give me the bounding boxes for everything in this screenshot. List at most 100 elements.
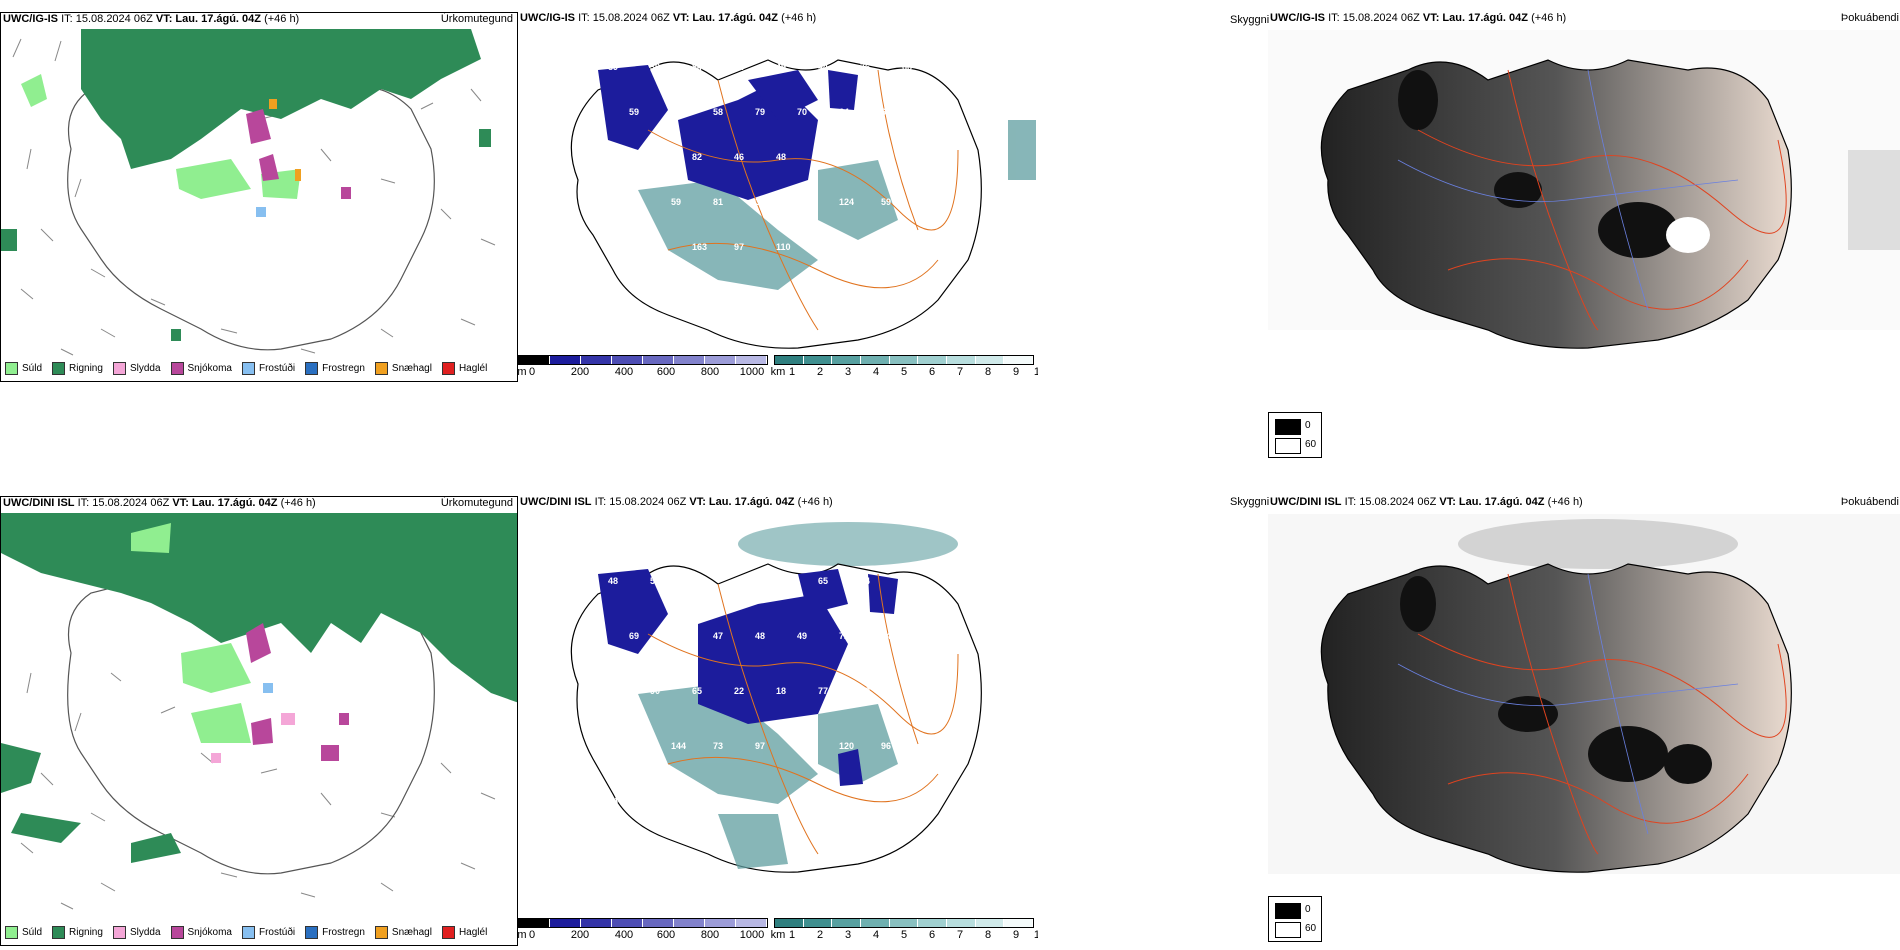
ceiling-value-label: 152 xyxy=(734,576,749,586)
fog-swatch-low xyxy=(1275,438,1301,454)
panel-title: UWC/IG-IS IT: 15.08.2024 06Z VT: Lau. 17… xyxy=(520,12,817,24)
legend-item: Frostregn xyxy=(305,362,365,375)
fog-index-panel-top: UWC/IG-IS IT: 15.08.2024 06Z VT: Lau. 17… xyxy=(1268,12,1900,382)
tick-label: 9 xyxy=(1012,366,1020,378)
ceiling-value-label: 129 xyxy=(797,197,812,207)
visibility-label: Skyggni xyxy=(1230,14,1270,26)
precip-legend: Súld Rigning Slydda Snjókoma Frostúði Fr… xyxy=(5,362,487,375)
ceiling-value-label: 59 xyxy=(776,576,786,586)
visibility-colorbar: km 1 2 3 4 5 6 7 8 9 10 xyxy=(770,355,1038,379)
tick-label: 2 xyxy=(816,366,824,378)
tick-label: 4 xyxy=(872,366,880,378)
ceiling-unit: m xyxy=(518,366,527,378)
ceiling-value-label: 79 xyxy=(755,107,765,117)
tick-label: 7 xyxy=(956,929,964,941)
tick-label: 10 xyxy=(1033,366,1038,378)
visibility-unit: km xyxy=(770,929,786,941)
ceiling-value-label: 55 xyxy=(923,197,933,207)
ceiling-visibility-panel-bottom: UWC/DINI ISL IT: 15.08.2024 06Z VT: Lau.… xyxy=(518,496,1038,946)
tick-label: 1 xyxy=(788,929,796,941)
panel-title: UWC/DINI ISL IT: 15.08.2024 06Z VT: Lau.… xyxy=(1270,496,1583,508)
ceiling-value-label: 73 xyxy=(713,741,723,751)
legend-item: Snjókoma xyxy=(170,926,232,939)
ceiling-value-label: 49 xyxy=(797,631,807,641)
ceiling-value-label: 54 xyxy=(860,152,870,162)
ceiling-value-label: 44 xyxy=(860,576,870,586)
tick-label: 0 xyxy=(528,366,536,378)
panel-label: Þokuábendi xyxy=(1840,12,1899,24)
ceiling-value-label: 90 xyxy=(902,242,912,252)
legend-item: Súld xyxy=(5,362,42,375)
legend-swatch xyxy=(170,926,184,939)
tick-label: 600 xyxy=(656,366,676,378)
ceiling-value-label: 65 xyxy=(692,686,702,696)
legend-item: Rigning xyxy=(52,362,103,375)
ceiling-value-label: 48 xyxy=(776,152,786,162)
panel-label: Þokuábendi xyxy=(1840,496,1899,508)
ceiling-value-label: 81 xyxy=(713,197,723,207)
panel-label: Úrkomutegund xyxy=(440,13,513,25)
ceiling-value-label: 89 xyxy=(608,62,618,72)
ceiling-colorbar: m 0 200 400 600 800 1000 xyxy=(518,355,768,379)
ceiling-value-label: 107 xyxy=(650,242,665,252)
panel-title: UWC/DINI ISL IT: 15.08.2024 06Z VT: Lau.… xyxy=(520,496,833,508)
ceiling-value-label: 144 xyxy=(671,741,686,751)
visibility-unit: km xyxy=(770,366,786,378)
precip-type-panel-top: UWC/IG-IS IT: 15.08.2024 06Z VT: Lau. 17… xyxy=(0,12,518,382)
visibility-colorbar: km 1 2 3 4 5 6 7 8 9 10 xyxy=(770,918,1038,942)
fog-low-label: 60 xyxy=(1305,923,1317,934)
ceiling-value-label: 65 xyxy=(881,107,891,117)
tick-label: 1000 xyxy=(739,929,765,941)
legend-item: Rigning xyxy=(52,926,103,939)
ceiling-value-label: 22 xyxy=(734,686,744,696)
ceiling-value-label: 69 xyxy=(860,686,870,696)
ceiling-value-label: 84 xyxy=(692,62,702,72)
precip-map xyxy=(1,29,496,356)
ceiling-value-label: 55 xyxy=(923,107,933,117)
tick-label: 200 xyxy=(570,366,590,378)
legend-swatch xyxy=(52,926,66,939)
tick-label: 9 xyxy=(1012,929,1020,941)
legend-swatch xyxy=(5,926,18,939)
ceiling-value-label: 124 xyxy=(839,197,854,207)
ceiling-value-label: 62 xyxy=(671,631,681,641)
legend-swatch xyxy=(170,362,184,375)
ceiling-value-label: 86 xyxy=(797,741,807,751)
ceiling-value-label: 96 xyxy=(881,741,891,751)
precip-map xyxy=(1,513,517,910)
fog-map xyxy=(1268,514,1900,874)
tick-label: 3 xyxy=(844,366,852,378)
tick-label: 400 xyxy=(614,929,634,941)
fog-legend-top: 0 60 xyxy=(1268,412,1322,458)
ceiling-value-label: 44 xyxy=(818,62,828,72)
legend-item: Haglél xyxy=(441,362,487,375)
legend-item: Slydda xyxy=(112,926,161,939)
ceiling-value-label: 65 xyxy=(818,576,828,586)
tick-label: 200 xyxy=(570,929,590,941)
visibility-label: Skyggni xyxy=(1230,496,1270,508)
ceiling-visibility-panel-top: UWC/IG-IS IT: 15.08.2024 06Z VT: Lau. 17… xyxy=(518,12,1038,382)
tick-label: 10 xyxy=(1033,929,1038,941)
tick-label: 1000 xyxy=(739,366,765,378)
tick-label: 6 xyxy=(928,366,936,378)
tick-label: 8 xyxy=(984,929,992,941)
ceiling-value-label: 163 xyxy=(692,242,707,252)
panel-title: UWC/IG-IS IT: 15.08.2024 06Z VT: Lau. 17… xyxy=(1270,12,1567,24)
tick-label: 3 xyxy=(844,929,852,941)
fog-swatch-low xyxy=(1275,922,1301,938)
legend-swatch xyxy=(374,362,388,375)
legend-item: Frostregn xyxy=(305,926,365,939)
legend-item: Snæhagl xyxy=(374,926,432,939)
ceiling-value-label: 75 xyxy=(923,631,933,641)
tick-label: 600 xyxy=(656,929,676,941)
ceiling-value-label: 74 xyxy=(608,242,618,252)
precip-legend: Súld Rigning Slydda Snjókoma Frostúði Fr… xyxy=(5,926,487,939)
fog-legend-bottom: 0 60 xyxy=(1268,896,1322,942)
ceiling-map: 48 50 80 152 59 65 44 47 69 62 47 48 49 72 74 75 66 90 65 2… xyxy=(570,522,982,873)
ceiling-value-label: 59 xyxy=(881,197,891,207)
ceiling-value-label: 77 xyxy=(818,686,828,696)
fog-map xyxy=(1268,30,1900,349)
iceland-outline xyxy=(570,59,982,349)
ceiling-value-label: 59 xyxy=(629,107,639,117)
tick-label: 4 xyxy=(872,929,880,941)
